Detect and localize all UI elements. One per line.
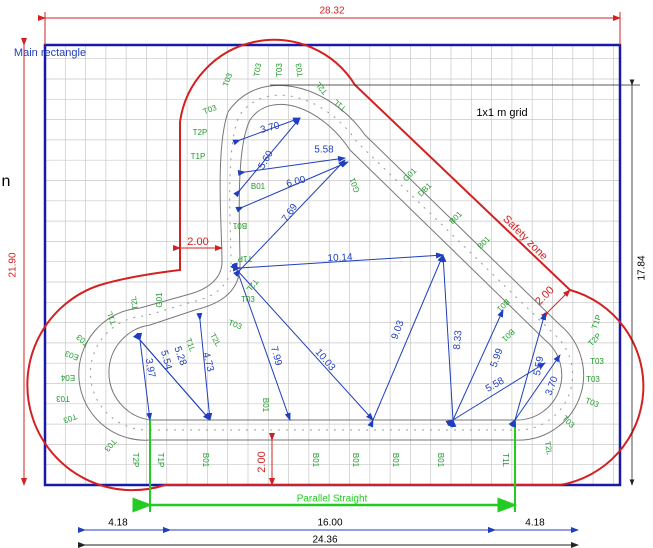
label: 4.18 bbox=[525, 518, 545, 529]
label: T03 bbox=[590, 357, 604, 366]
measurement-arrow bbox=[443, 255, 453, 420]
layout-drawing: 28.32 21.90 17.84 Main rectangle 1x1 m grid n… bbox=[0, 0, 653, 548]
label: T1P bbox=[238, 254, 253, 263]
label: T03 bbox=[202, 103, 219, 116]
measurement-arrow bbox=[237, 270, 373, 420]
label: T03 bbox=[584, 396, 601, 409]
label: B01 bbox=[476, 234, 493, 251]
label: 17.84 bbox=[637, 255, 648, 280]
label: T1L bbox=[184, 337, 197, 354]
label: 2.00 bbox=[533, 284, 557, 308]
label: B01 bbox=[436, 453, 445, 468]
label: B01 bbox=[391, 453, 400, 468]
page: 28.32 21.90 17.84 Main rectangle 1x1 m grid n… bbox=[0, 0, 653, 548]
label: 5.99 bbox=[489, 347, 506, 369]
label: T03 bbox=[586, 375, 600, 384]
label: T2P bbox=[193, 128, 208, 137]
measurement-arrow bbox=[140, 340, 150, 420]
label: 4.18 bbox=[108, 518, 128, 529]
label: T1L bbox=[501, 453, 510, 467]
label: T2P bbox=[131, 453, 140, 468]
label: T03 bbox=[221, 71, 234, 88]
label: 21.90 bbox=[8, 252, 19, 277]
label: 9.03 bbox=[390, 319, 407, 341]
label: 28.32 bbox=[319, 6, 344, 17]
grid bbox=[45, 45, 620, 485]
label: T1P bbox=[191, 152, 206, 161]
label: T03 bbox=[56, 394, 70, 403]
label: 24.36 bbox=[312, 535, 337, 546]
label: B01 bbox=[495, 297, 512, 314]
label: B01 bbox=[201, 453, 210, 468]
label: n bbox=[2, 173, 11, 190]
label: B01 bbox=[232, 221, 247, 230]
label: E03 bbox=[63, 349, 80, 363]
label: 2.00 bbox=[187, 236, 208, 248]
label: T03 bbox=[275, 63, 284, 77]
label: 2.00 bbox=[256, 451, 268, 472]
label: B01 bbox=[251, 182, 266, 191]
label: T2L bbox=[244, 277, 260, 294]
measurement-arrows bbox=[140, 118, 560, 420]
label: 10.14 bbox=[327, 252, 353, 264]
label: 16.00 bbox=[317, 518, 342, 529]
label: B01 bbox=[311, 453, 320, 468]
label: DB1 bbox=[416, 181, 434, 199]
label: T2L bbox=[129, 295, 140, 311]
label: G01 bbox=[155, 292, 164, 308]
label: T03 bbox=[62, 412, 79, 425]
label: 3.70 bbox=[259, 120, 281, 136]
main-rectangle bbox=[45, 45, 620, 485]
label: Parallel Straight bbox=[297, 494, 368, 505]
label: T03 bbox=[252, 62, 263, 78]
label: 5.58 bbox=[484, 375, 507, 394]
label: B01 bbox=[448, 209, 465, 226]
label: 10.03 bbox=[313, 347, 338, 374]
label: B01 bbox=[351, 453, 360, 468]
label: 4.73 bbox=[200, 351, 216, 373]
label: T1L bbox=[105, 310, 118, 327]
label: 5.28 bbox=[171, 345, 188, 367]
label: T03 bbox=[560, 414, 577, 431]
label: Safety zone bbox=[500, 213, 550, 263]
label: 1x1 m grid bbox=[476, 107, 527, 119]
label: 5.58 bbox=[314, 145, 334, 156]
label: 5.59 bbox=[532, 355, 546, 377]
label: T1P bbox=[156, 453, 165, 468]
label: T03 bbox=[294, 62, 305, 78]
label: Main rectangle bbox=[14, 47, 86, 59]
label: T2L bbox=[208, 332, 223, 349]
label: 8.33 bbox=[452, 329, 465, 350]
label: T2L bbox=[543, 440, 554, 456]
label: T03 bbox=[227, 318, 244, 331]
measurement-arrow bbox=[373, 255, 443, 420]
label: B01 bbox=[500, 327, 517, 344]
label: T2P bbox=[586, 331, 603, 348]
label: T03 bbox=[102, 437, 118, 454]
measurement-arrow bbox=[453, 363, 545, 420]
label: T1P bbox=[590, 313, 603, 330]
label: 5.54 bbox=[158, 349, 174, 371]
label: T03 bbox=[74, 332, 91, 348]
label: T03 bbox=[241, 295, 255, 304]
label: B01 bbox=[261, 398, 270, 413]
label: E04 bbox=[60, 373, 75, 382]
